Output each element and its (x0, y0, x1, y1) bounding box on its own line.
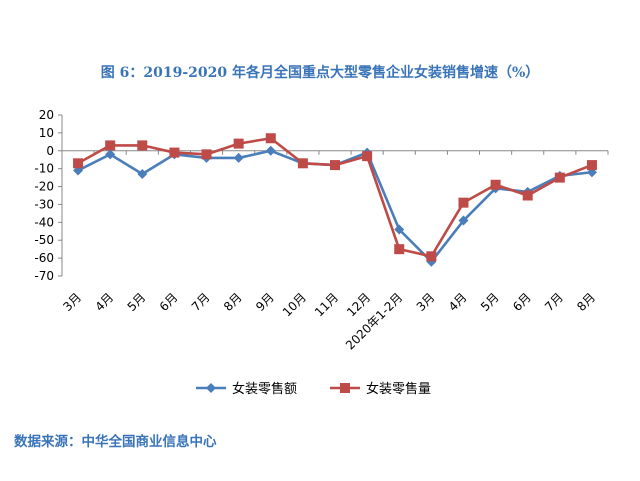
x-tick-label: 11月 (312, 290, 341, 319)
x-tick-label: 6月 (510, 290, 534, 314)
data-point (265, 133, 276, 144)
y-tick-label: 0 (46, 144, 54, 158)
x-tick-label: 3月 (414, 290, 438, 314)
legend-item-2: 女装零售量 (330, 381, 431, 397)
x-tick-label: 12月 (344, 290, 373, 319)
data-point (394, 244, 405, 255)
x-tick-label: 2020年1-2月 (343, 290, 405, 352)
data-point (73, 158, 84, 169)
data-point (137, 169, 148, 180)
x-tick-label: 8月 (221, 290, 245, 314)
data-point (137, 140, 148, 151)
y-axis-ticks: 20 10 0 -10 -20 -30 -40 -50 -60 -70 (34, 108, 62, 283)
y-tick-label: 10 (39, 126, 54, 140)
data-point (105, 140, 116, 151)
x-tick-label: 5月 (478, 290, 502, 314)
x-tick-label: 6月 (157, 290, 181, 314)
legend-label: 女装零售量 (366, 381, 431, 397)
legend-label: 女装零售额 (232, 381, 297, 397)
data-point (265, 145, 276, 156)
data-point (458, 197, 469, 208)
x-tick-label: 7月 (542, 290, 566, 314)
x-tick-label: 5月 (125, 290, 149, 314)
series-2 (73, 133, 597, 262)
x-tick-label: 3月 (60, 290, 84, 314)
y-tick-label: 20 (39, 108, 54, 122)
legend-marker (340, 383, 350, 393)
legend-item-1: 女装零售额 (196, 381, 297, 397)
x-tick-label: 8月 (574, 290, 598, 314)
data-point (169, 147, 180, 158)
legend-marker (206, 383, 216, 393)
data-point (554, 172, 565, 183)
series-group (73, 133, 597, 267)
y-tick-label: -60 (34, 251, 54, 265)
data-point (522, 190, 533, 201)
y-tick-label: -70 (34, 269, 54, 283)
legend: 女装零售额 女装零售量 (196, 381, 431, 397)
data-point (490, 179, 501, 190)
y-tick-label: -10 (34, 162, 54, 176)
y-tick-label: -30 (34, 197, 54, 211)
y-tick-label: -40 (34, 215, 54, 229)
data-point (105, 149, 116, 160)
x-tick-label: 10月 (280, 290, 309, 319)
data-point (426, 251, 437, 262)
y-tick-label: -50 (34, 233, 54, 247)
chart-title: 图 6：2019-2020 年各月全国重点大型零售企业女装销售增速（%） (100, 65, 540, 81)
data-point (201, 149, 212, 160)
data-point (233, 138, 244, 149)
x-tick-label: 4月 (446, 290, 470, 314)
data-point (362, 151, 373, 162)
source-note: 数据来源：中华全国商业信息中心 (14, 434, 217, 450)
x-tick-label: 4月 (93, 290, 117, 314)
data-point (458, 215, 469, 226)
axes (61, 115, 608, 276)
series-line (77, 136, 593, 258)
y-tick-label: -20 (34, 180, 54, 194)
x-tick-label: 7月 (189, 290, 213, 314)
data-point (394, 224, 405, 235)
data-point (233, 152, 244, 163)
data-point (586, 160, 597, 171)
x-tick-label: 9月 (253, 290, 277, 314)
data-point (330, 160, 340, 171)
data-point (297, 158, 308, 169)
